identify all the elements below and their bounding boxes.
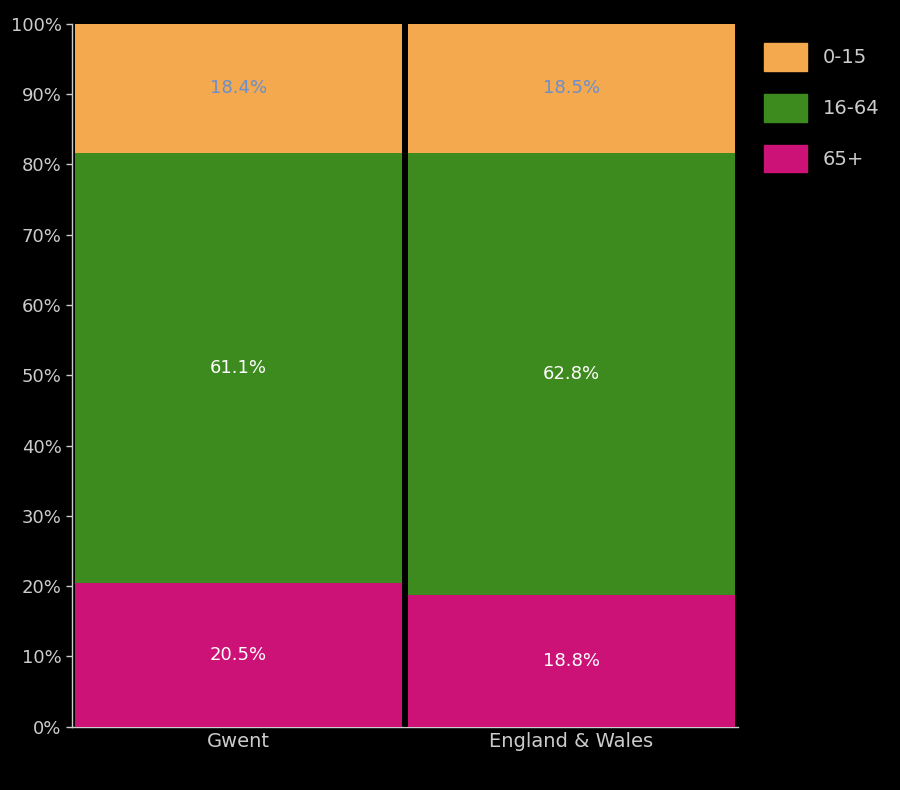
- Bar: [76, 24, 401, 153]
- Bar: [76, 583, 401, 727]
- Text: 18.5%: 18.5%: [543, 79, 600, 97]
- Text: 18.4%: 18.4%: [210, 79, 267, 97]
- Text: 20.5%: 20.5%: [210, 645, 267, 664]
- Text: 62.8%: 62.8%: [543, 365, 600, 383]
- Text: 18.8%: 18.8%: [543, 652, 600, 670]
- Bar: [409, 153, 734, 595]
- Legend: 0-15, 16-64, 65+: 0-15, 16-64, 65+: [754, 33, 889, 182]
- Bar: [409, 23, 734, 153]
- Bar: [76, 153, 401, 583]
- Text: 61.1%: 61.1%: [210, 359, 267, 377]
- Bar: [409, 595, 734, 727]
